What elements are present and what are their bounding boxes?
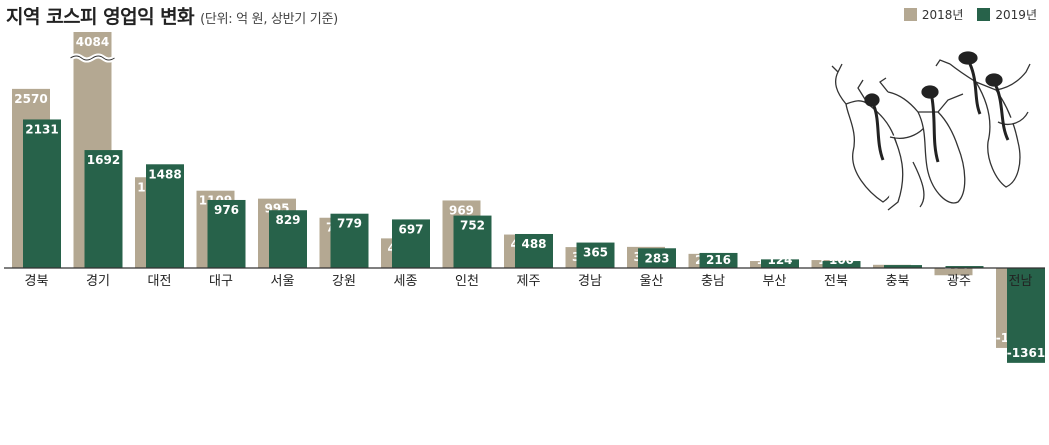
bar-2019-10 [638, 248, 676, 268]
bar-2019-7 [453, 215, 492, 268]
bar-2019-3 [207, 199, 246, 268]
data-label-2018-7: 969 [449, 203, 474, 217]
category-label-3: 대구 [209, 274, 233, 289]
legend: 2018년 2019년 [903, 6, 1037, 23]
data-label-2019-1: 1692 [87, 153, 120, 167]
data-label-2019-7: 752 [460, 219, 485, 233]
category-label-14: 충북 [886, 274, 910, 289]
legend-swatch-2018 [903, 8, 917, 21]
legend-item-2019: 2019년 [977, 6, 1037, 23]
data-label-2018-14: 46 [884, 253, 901, 267]
category-label-5: 강원 [332, 274, 356, 289]
data-label-2018-0: 2570 [14, 92, 47, 106]
bar-2019-11 [699, 252, 738, 268]
legend-label-2018: 2018년 [921, 8, 964, 22]
bar-2019-13 [822, 261, 861, 268]
category-label-8: 제주 [517, 274, 541, 289]
data-label-2019-4: 829 [275, 213, 300, 227]
legend-item-2018: 2018년 [903, 6, 964, 23]
axis-break-line [70, 55, 115, 61]
data-label-2019-13: 100 [829, 253, 854, 267]
category-label-12: 부산 [763, 274, 787, 289]
category-label-2: 대전 [148, 274, 172, 289]
category-label-6: 세종 [394, 274, 418, 289]
bar-2019-16 [1007, 268, 1045, 363]
bar-2018-15 [934, 268, 973, 276]
dancers-illustration [831, 51, 1031, 211]
data-label-2019-15: 28 [956, 253, 973, 267]
category-label-1: 경기 [86, 274, 110, 289]
legend-label-2019: 2019년 [995, 8, 1037, 22]
bar-2019-9 [576, 242, 615, 268]
data-label-2019-6: 697 [398, 222, 423, 236]
category-label-16: 전남 [1009, 274, 1033, 289]
data-label-2019-2: 1488 [148, 167, 181, 181]
bar-2019-2 [146, 164, 184, 268]
bar-2019-12 [761, 259, 799, 268]
data-label-2019-5: 779 [337, 217, 362, 231]
bar-2019-6 [392, 219, 430, 268]
bar-2019-0 [23, 119, 61, 268]
chart-subtitle: (단위: 억 원, 상반기 기준) [200, 12, 338, 27]
category-label-11: 충남 [701, 274, 725, 289]
category-label-0: 경북 [25, 274, 49, 289]
legend-swatch-2019 [977, 8, 991, 21]
data-label-2019-3: 976 [214, 203, 239, 217]
data-label-2019-8: 488 [521, 237, 546, 251]
bar-2019-15 [945, 266, 984, 268]
data-label-2019-10: 283 [644, 251, 669, 265]
bar-2019-1 [84, 150, 123, 268]
data-label-2019-12: 124 [767, 253, 792, 267]
data-label-2019-0: 2131 [25, 122, 58, 136]
category-label-7: 인천 [455, 274, 479, 289]
bar-2019-8 [515, 233, 553, 268]
data-label-2019-9: 365 [583, 246, 608, 260]
bar-2019-4 [269, 210, 307, 268]
data-label-2018-1: 4084 [76, 35, 109, 49]
data-label-2018-15: -104 [938, 258, 968, 272]
category-label-13: 전북 [824, 274, 848, 289]
category-label-10: 울산 [640, 274, 664, 289]
data-label-2019-14: 42 [895, 253, 912, 267]
bar-2019-14 [884, 265, 922, 268]
bar-2019-5 [330, 213, 369, 268]
chart-title-block: 지역 코스피 영업익 변화 (단위: 억 원, 상반기 기준) [6, 2, 338, 29]
category-label-9: 경남 [578, 274, 602, 289]
category-label-15: 광주 [947, 274, 971, 289]
category-label-4: 서울 [271, 274, 295, 289]
data-label-2019-11: 216 [706, 253, 731, 267]
data-label-2019-16: -1361 [1007, 346, 1045, 360]
chart-title: 지역 코스피 영업익 변화 [6, 6, 195, 28]
